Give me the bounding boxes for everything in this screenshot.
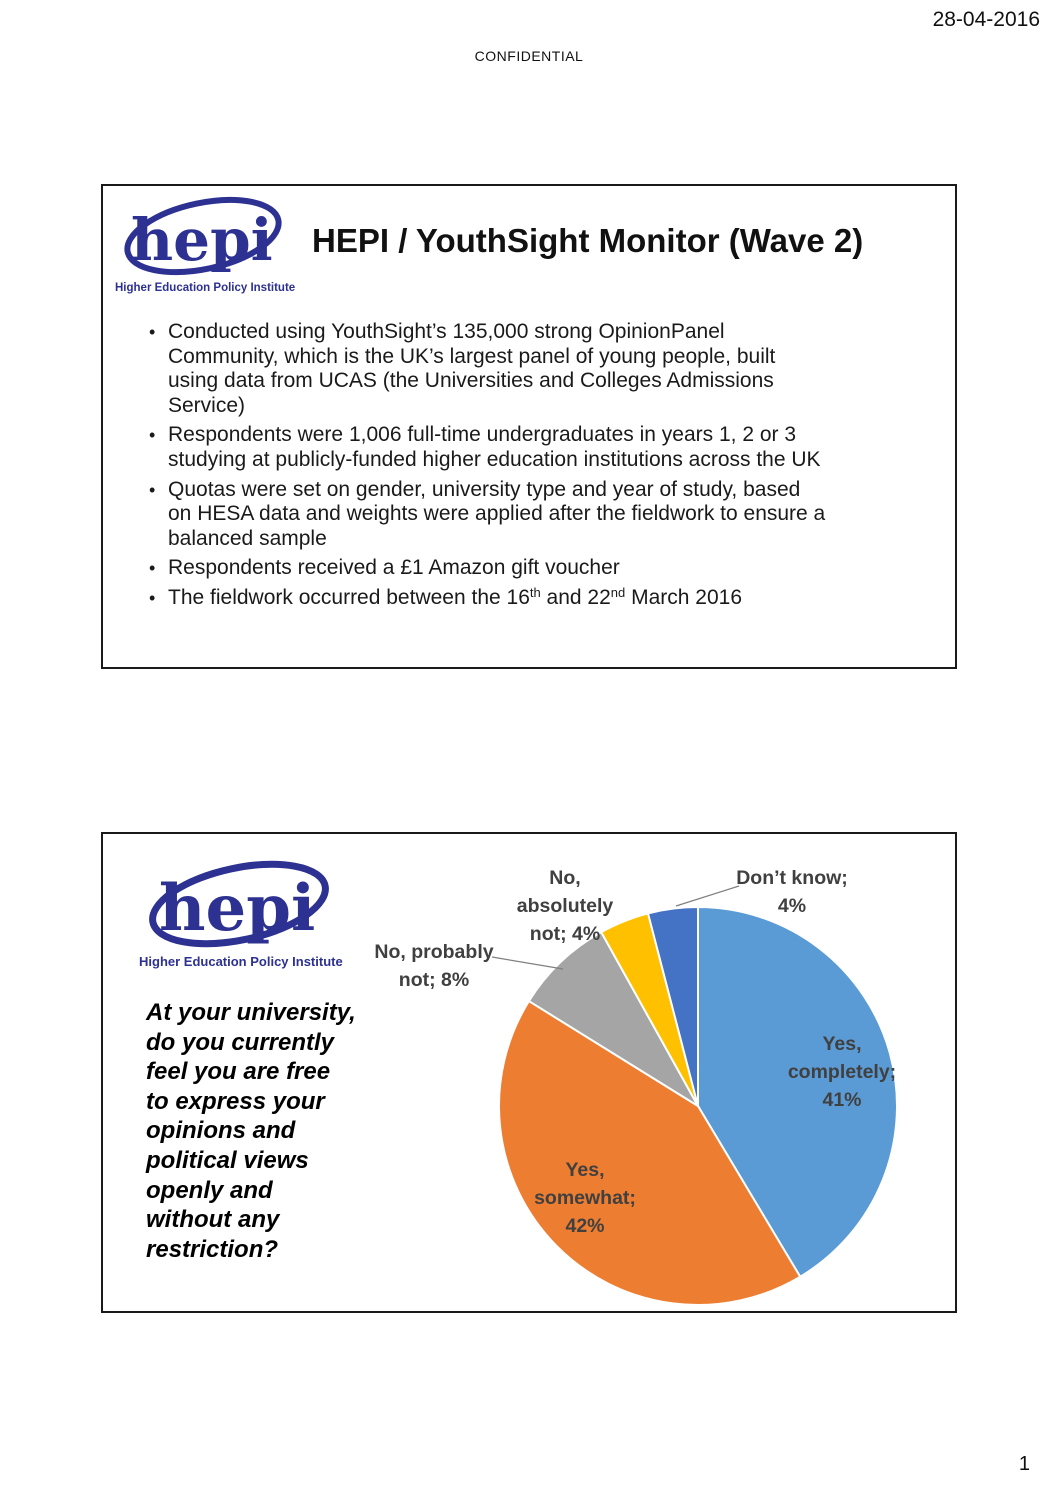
slide-methodology: hepi Higher Education Policy Institute H… [101,184,957,669]
bullet-marker [149,556,168,581]
bullet-quotas: Quotas were set on gender, university ty… [149,478,915,552]
slide1-title: HEPI / YouthSight Monitor (Wave 2) [312,222,864,259]
bullet-opinionpanel: Conducted using YouthSight’s 135,000 str… [149,320,915,418]
pie-label-yes-completely: Yes, completely; 41% [787,1033,897,1111]
pie-slice-don-t-know [646,905,699,1107]
hepi-logo: hepi Higher Education Policy Institute [115,194,296,294]
hepi-logo: hepi Higher Education Policy Institute [139,858,343,969]
hepi-logo-text: hepi [131,206,273,274]
survey-question: At your university, do you currently fee… [146,999,356,1263]
bullet-marker [149,478,168,552]
bullet-marker [149,320,168,418]
pie-label-no-absolutely-not: No, absolutely not; 4% [516,867,614,945]
pie-label-dont-know: Don’t know; 4% [736,867,848,917]
ordinal-sup: th [529,584,541,600]
hepi-logo-icon: hepi [124,196,282,276]
pie-slice-yes-somewhat [498,999,802,1306]
confidential-watermark: CONFIDENTIAL [474,48,584,64]
bullet-fieldwork-dates: The fieldwork occurred between the 16th … [149,584,915,613]
leader-line-no-probably-not [491,956,564,970]
page-number: 1 [1018,1453,1030,1475]
bullet-marker [149,586,168,613]
slide-pie-chart: hepi Higher Education Policy Institute A… [101,832,957,1313]
pie-label-no-probably-not: No, probably not; 8% [374,941,494,991]
bullet-marker [149,423,168,472]
hepi-logo-text: hepi [159,871,315,946]
bullet-respondents: Respondents were 1,006 full-time undergr… [149,423,915,472]
pie-slices-group [498,905,898,1306]
pie-slice-no-probably-not [527,930,701,1109]
pie-label-yes-somewhat: Yes, somewhat; 42% [534,1159,636,1237]
pie-slice-yes-completely [697,905,898,1279]
hepi-logo-icon: hepi [149,860,329,948]
bullet-voucher: Respondents received a £1 Amazon gift vo… [149,556,915,581]
pie-chart [491,885,898,1306]
leader-line-dont-know [675,885,740,907]
header-date: 28-04-2016 [932,8,1040,31]
ordinal-sup: nd [610,584,626,600]
hepi-logo-tagline: Higher Education Policy Institute [115,282,296,294]
hepi-logo-tagline: Higher Education Policy Institute [139,954,343,969]
methodology-bullet-list: Conducted using YouthSight’s 135,000 str… [149,320,915,618]
